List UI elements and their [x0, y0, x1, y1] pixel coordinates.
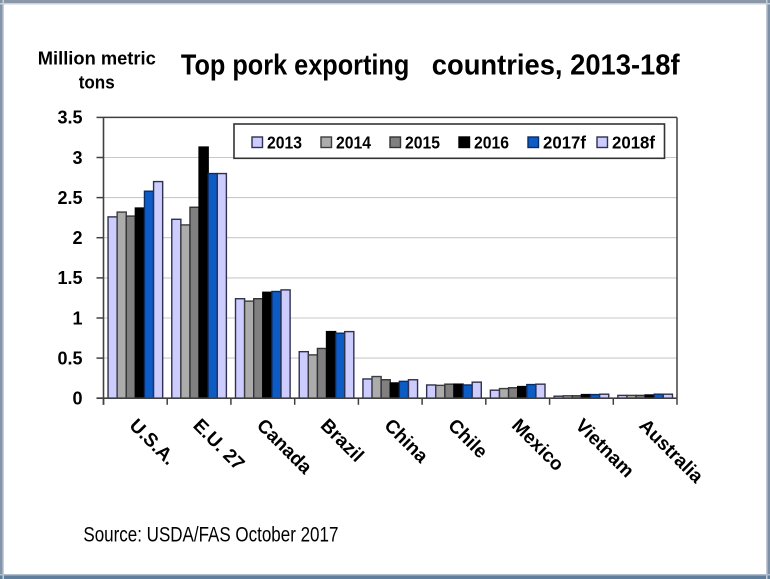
- svg-text:1.5: 1.5: [57, 268, 82, 288]
- svg-text:2017f: 2017f: [543, 132, 586, 152]
- svg-text:2.5: 2.5: [57, 188, 82, 208]
- svg-text:2014: 2014: [336, 132, 371, 152]
- svg-text:3: 3: [72, 148, 82, 168]
- svg-text:3.5: 3.5: [57, 108, 82, 128]
- svg-text:Top pork exporting: Top pork exporting: [181, 50, 409, 82]
- svg-text:2: 2: [72, 228, 82, 248]
- svg-text:Source: USDA/FAS October 2017: Source: USDA/FAS October 2017: [83, 524, 338, 547]
- svg-text:2018f: 2018f: [612, 132, 655, 152]
- svg-text:countries, 2013-18f: countries, 2013-18f: [432, 50, 680, 82]
- svg-text:0.5: 0.5: [57, 348, 82, 368]
- svg-text:0: 0: [72, 389, 82, 409]
- svg-text:Million metric: Million metric: [38, 48, 156, 68]
- svg-text:2015: 2015: [405, 132, 440, 152]
- svg-text:2016: 2016: [474, 132, 509, 152]
- svg-text:2013: 2013: [267, 132, 302, 152]
- svg-text:tons: tons: [79, 73, 115, 93]
- svg-text:1: 1: [72, 308, 82, 328]
